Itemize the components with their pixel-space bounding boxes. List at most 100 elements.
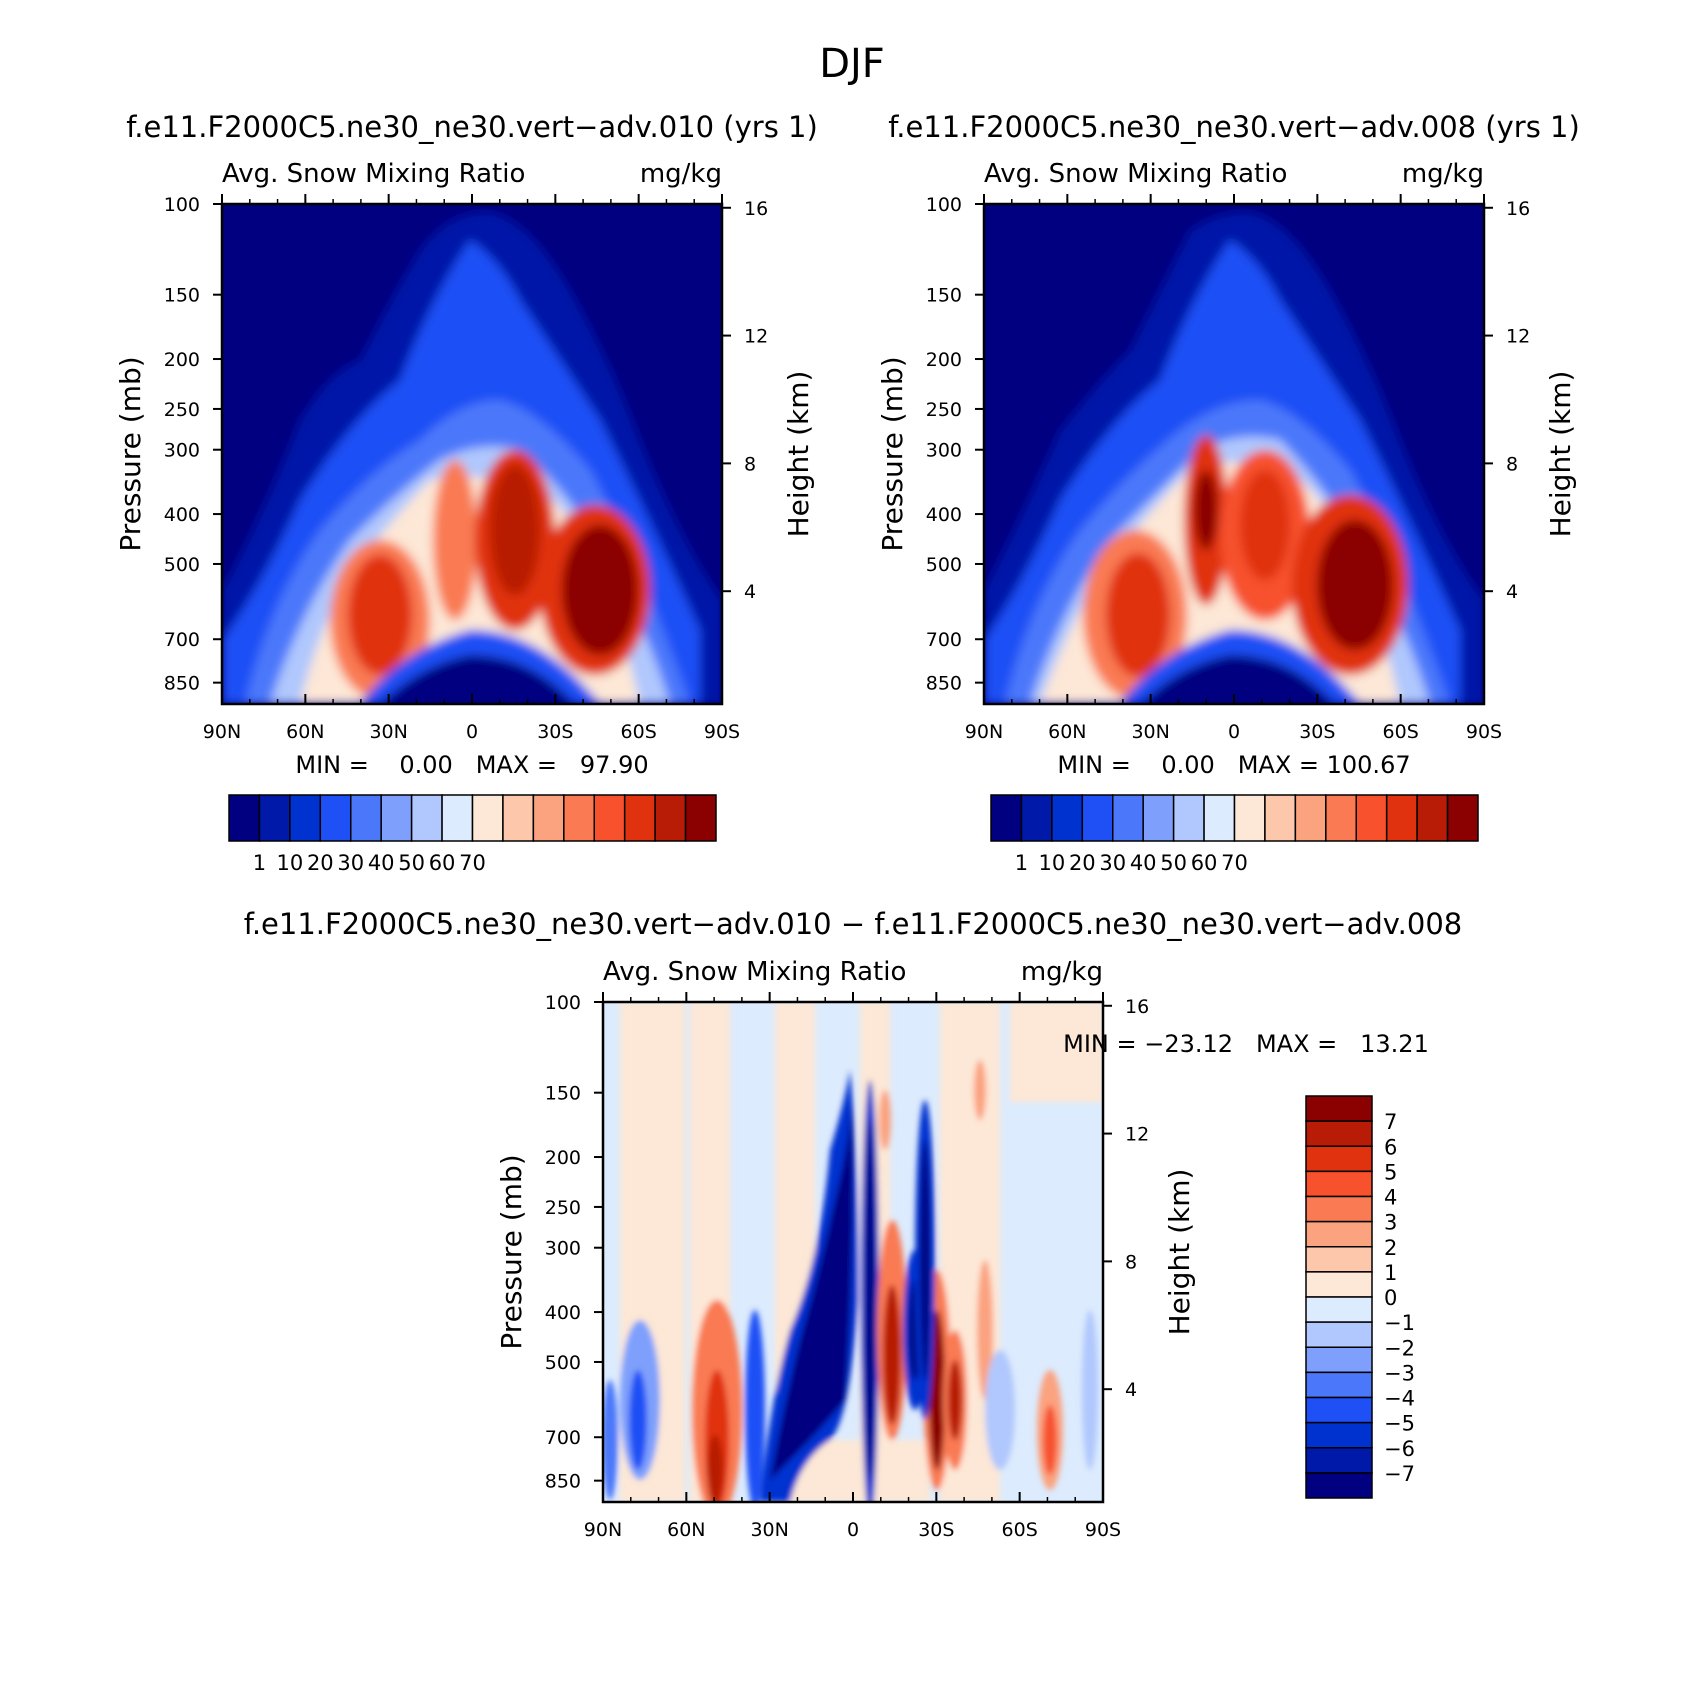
colorbar-swatch <box>1142 794 1175 842</box>
colorbar-swatch <box>1305 1195 1373 1223</box>
panel-3-ylabel: Pressure (mb) <box>495 1154 528 1349</box>
y-right-tick-label: 12 <box>1125 1124 1149 1146</box>
colorbar-swatch <box>684 794 717 842</box>
x-tick-label: 60S <box>1383 721 1419 743</box>
y-tick-label: 500 <box>164 554 200 576</box>
y-right-tick-label: 4 <box>744 581 756 603</box>
y-tick-label: 500 <box>926 554 962 576</box>
colorbar-label: 4 <box>1384 1186 1397 1210</box>
colorbar-swatch <box>1081 794 1114 842</box>
y-tick-label: 850 <box>926 673 962 695</box>
panel-3-field <box>603 1002 1103 1502</box>
y-right-tick-label: 8 <box>744 453 756 475</box>
colorbar-label: 40 <box>1130 851 1157 875</box>
colorbar-label: 20 <box>1069 851 1096 875</box>
colorbar-swatch <box>593 794 626 842</box>
y-tick-label: 100 <box>926 194 962 216</box>
y-tick-label: 200 <box>926 349 962 371</box>
y-tick-label: 400 <box>164 504 200 526</box>
colorbar-swatch <box>1305 1220 1373 1248</box>
panel-2-ylabel: Pressure (mb) <box>876 356 909 551</box>
colorbar-swatch <box>563 794 595 842</box>
y-tick-label: 250 <box>926 399 962 421</box>
colorbar-swatch <box>654 794 687 842</box>
y-tick-label: 150 <box>164 285 200 307</box>
y-right-tick-label: 4 <box>1125 1379 1137 1401</box>
colorbar-swatch <box>471 794 504 842</box>
y-right-tick-label: 16 <box>1125 996 1149 1018</box>
colorbar-label: 1 <box>1015 851 1028 875</box>
x-tick-label: 30S <box>918 1519 954 1541</box>
x-tick-label: 0 <box>466 721 478 743</box>
colorbar-swatch <box>1203 794 1236 842</box>
panel-1-ylabel: Pressure (mb) <box>114 356 147 551</box>
colorbar-label: 1 <box>1384 1261 1397 1285</box>
panel-3-units: mg/kg <box>1021 957 1103 987</box>
panel-1-colorbar: 1 10 20 30 40 50 60 70 <box>228 794 717 875</box>
colorbar-swatch <box>532 794 565 842</box>
panel-1: f.e11.F2000C5.ne30_ne30.vert−adv.010 (yr… <box>114 110 818 875</box>
panel-1-units: mg/kg <box>640 159 722 189</box>
colorbar-label: −4 <box>1384 1387 1415 1411</box>
colorbar-swatch <box>1305 1321 1373 1348</box>
colorbar-label: 60 <box>1191 851 1218 875</box>
colorbar-label: −6 <box>1384 1437 1415 1461</box>
colorbar-swatch <box>350 794 382 842</box>
y-tick-label: 700 <box>545 1427 581 1449</box>
y-tick-label: 850 <box>545 1471 581 1493</box>
y-tick-label: 100 <box>164 194 200 216</box>
colorbar-label: 30 <box>337 851 364 875</box>
colorbar-label: 40 <box>368 851 395 875</box>
colorbar-label: 60 <box>429 851 456 875</box>
y-right-tick-label: 16 <box>1506 198 1530 220</box>
x-tick-label: 60N <box>1048 721 1086 743</box>
colorbar-swatch <box>228 794 261 842</box>
panel-2-title: f.e11.F2000C5.ne30_ne30.vert−adv.008 (yr… <box>888 110 1580 144</box>
colorbar-swatch <box>1264 794 1297 842</box>
panel-2-variable: Avg. Snow Mixing Ratio <box>984 159 1287 189</box>
colorbar-swatch <box>1305 1246 1373 1273</box>
colorbar-swatch <box>258 794 291 842</box>
y-tick-label: 200 <box>164 349 200 371</box>
panel-2-minmax: MIN = 0.00 MAX = 100.67 <box>1057 751 1410 779</box>
x-tick-label: 30N <box>750 1519 788 1541</box>
panel-2: f.e11.F2000C5.ne30_ne30.vert−adv.008 (yr… <box>876 110 1580 875</box>
colorbar-label: 2 <box>1384 1236 1397 1260</box>
panel-3-title: f.e11.F2000C5.ne30_ne30.vert−adv.010 − f… <box>244 907 1463 941</box>
colorbar-swatch <box>1305 1296 1373 1323</box>
colorbar-label: −7 <box>1384 1462 1415 1486</box>
panel-1-field <box>222 204 722 704</box>
panel-3-ylabel-right: Height (km) <box>1163 1169 1196 1336</box>
panel-3-y-ticks: 100 150 200 250 300 400 500 700 850 16 12 8 4 <box>545 992 1149 1493</box>
panel-1-title: f.e11.F2000C5.ne30_ne30.vert−adv.010 (yr… <box>126 110 818 144</box>
x-tick-label: 90S <box>1466 721 1502 743</box>
x-tick-label: 60N <box>667 1519 705 1541</box>
colorbar-swatch <box>1305 1346 1373 1374</box>
colorbar-label: −1 <box>1384 1311 1415 1335</box>
panel-1-y-ticks: 100 150 200 250 300 400 500 700 850 16 12 8 4 <box>164 194 768 695</box>
y-tick-label: 500 <box>545 1352 581 1374</box>
y-tick-label: 700 <box>926 629 962 651</box>
x-tick-label: 30N <box>369 721 407 743</box>
colorbar-swatch <box>410 794 443 842</box>
colorbar-swatch <box>1305 1271 1373 1298</box>
panel-1-minmax: MIN = 0.00 MAX = 97.90 <box>295 751 648 779</box>
colorbar-label: 6 <box>1384 1135 1397 1159</box>
x-tick-label: 60S <box>1002 1519 1038 1541</box>
panel-2-colorbar: 1 10 20 30 40 50 60 70 <box>990 794 1479 875</box>
colorbar-swatch <box>1305 1145 1373 1173</box>
y-tick-label: 850 <box>164 673 200 695</box>
colorbar-swatch <box>1305 1095 1373 1122</box>
y-tick-label: 150 <box>926 285 962 307</box>
y-right-tick-label: 4 <box>1506 581 1518 603</box>
x-tick-label: 90S <box>704 721 740 743</box>
colorbar-label: 30 <box>1099 851 1126 875</box>
colorbar-swatch <box>289 794 322 842</box>
colorbar-label: 1 <box>253 851 266 875</box>
panel-1-x-ticks: 90N 60N 30N 0 30S 60S 90S <box>203 194 740 743</box>
panel-1-ylabel-right: Height (km) <box>782 371 815 538</box>
y-tick-label: 250 <box>545 1197 581 1219</box>
panel-3-variable: Avg. Snow Mixing Ratio <box>603 957 906 987</box>
panel-2-ylabel-right: Height (km) <box>1544 371 1577 538</box>
